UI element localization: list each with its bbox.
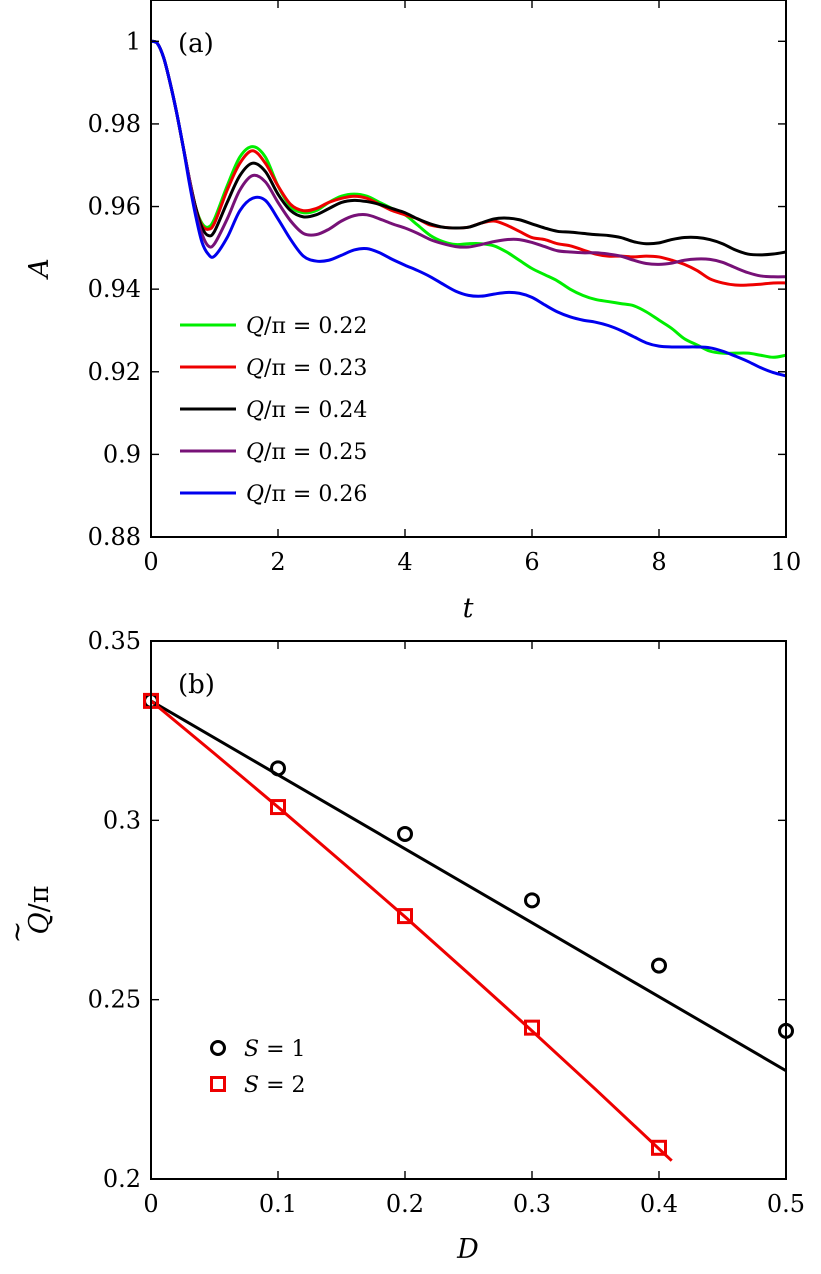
data-point-s2	[397, 908, 413, 925]
legend-label-q4-value: /π = 0.26	[264, 482, 367, 507]
legend-label-s1-value: = 1	[259, 1037, 305, 1062]
panel-b-x-tick-label: 0.1	[259, 1190, 297, 1218]
series-line-q2	[151, 39, 786, 257]
panel-a-y-tick-label: 0.88	[88, 523, 141, 551]
panel-a-x-tick-label: 10	[771, 548, 802, 576]
panel-b-legend: S = 1S = 2	[210, 1037, 306, 1098]
panel-b-y-tick-label: 0.35	[88, 627, 141, 655]
panel-a-x-tick-label: 0	[143, 548, 158, 576]
data-point-s1	[651, 957, 667, 974]
legend-label-q0-var: Q	[246, 314, 264, 339]
data-point-s1	[524, 892, 540, 909]
panel-a-y-tick-label: 0.9	[103, 440, 141, 468]
series-line-q3	[151, 39, 786, 279]
legend-label-q1: Q/π = 0.23	[246, 356, 367, 381]
panel-a-y-tick-label: 0.92	[88, 358, 141, 386]
panel-b-y-axis-label-accent: ~	[2, 921, 33, 944]
panel-a-frame	[150, 0, 787, 538]
fit-line-s2	[151, 699, 673, 1162]
data-point-s1	[270, 760, 286, 777]
panel-b-y-axis-label: Q/π ~	[2, 886, 55, 944]
legend-label-q3-value: /π = 0.25	[264, 440, 367, 465]
data-point-s2	[524, 1019, 540, 1036]
panel-b-series-group	[143, 692, 794, 1162]
legend-label-s1-var: S	[244, 1037, 259, 1062]
panel-a-y-tick-label: 0.98	[88, 110, 141, 138]
panel-a-x-tick-label: 4	[397, 548, 412, 576]
panel-b-x-tick-label: 0.2	[386, 1190, 424, 1218]
panel-b-x-tick-label: 0.4	[640, 1190, 678, 1218]
panel-a-x-tick-label: 8	[651, 548, 666, 576]
legend-label-s2-value: = 2	[259, 1073, 305, 1098]
panel-a-ticks: 0 2 4 6 8 10 0.88 0.9 0.92 0.94 0.96 0.98 1	[88, 0, 802, 576]
panel-b: 0 0.1 0.2 0.3 0.4 0.5 0.2 0.25 0.3 0.35 (b) D Q/π…	[2, 627, 805, 1265]
panel-a-y-tick-label: 1	[126, 27, 141, 55]
panel-b-frame	[150, 640, 787, 1180]
panel-b-y-axis-label-main: Q	[24, 912, 55, 934]
panel-a-x-tick-label: 6	[524, 548, 539, 576]
panel-b-x-tick-label: 0	[143, 1190, 158, 1218]
series-line-q1	[151, 39, 786, 287]
data-point-s2	[270, 799, 286, 816]
panel-a-x-tick-label: 2	[270, 548, 285, 576]
panel-a-y-axis-label: A	[24, 258, 55, 281]
legend-label-q2-value: /π = 0.24	[264, 398, 367, 423]
legend-label-q4-var: Q	[246, 482, 264, 507]
legend-label-q2-var: Q	[246, 398, 264, 423]
panel-b-y-axis-label-rest: /π	[24, 886, 55, 913]
legend-label-q3: Q/π = 0.25	[246, 440, 367, 465]
panel-b-y-tick-label: 0.3	[103, 806, 141, 834]
panel-a-series-group	[151, 39, 786, 378]
panel-b-fit-lines	[151, 699, 786, 1162]
panel-a-x-axis-label: t	[463, 593, 474, 624]
legend-label-q2: Q/π = 0.24	[246, 398, 367, 423]
legend-label-s2: S = 2	[244, 1073, 306, 1098]
panel-b-y-tick-label: 0.25	[88, 986, 141, 1014]
legend-label-q3-var: Q	[246, 440, 264, 465]
panel-b-x-tick-label: 0.5	[767, 1190, 805, 1218]
panel-a-y-tick-label: 0.94	[88, 275, 141, 303]
legend-label-q0-value: /π = 0.22	[264, 314, 367, 339]
legend-label-q4: Q/π = 0.26	[246, 482, 367, 507]
legend-marker-s1	[210, 1040, 226, 1056]
panel-b-label: (b)	[178, 670, 215, 700]
series-line-q0	[151, 39, 786, 359]
data-point-s2	[651, 1139, 667, 1156]
legend-label-q0: Q/π = 0.22	[246, 314, 367, 339]
series-line-q4	[151, 39, 786, 378]
svg-text:Q/π: Q/π	[24, 886, 55, 935]
legend-label-s1: S = 1	[244, 1037, 306, 1062]
panel-b-y-tick-label: 0.2	[103, 1165, 141, 1193]
fit-line-s1	[151, 699, 786, 1072]
panel-b-x-axis-label: D	[456, 1234, 479, 1265]
panel-a: 0 2 4 6 8 100.880.90.920.940.960.981 (a) t A …	[24, 0, 801, 624]
panel-b-ticks: 0 0.1 0.2 0.3 0.4 0.5 0.2 0.25 0.3 0.35	[88, 627, 806, 1218]
panel-a-y-tick-label: 0.96	[88, 193, 141, 221]
legend-label-q1-value: /π = 0.23	[264, 356, 367, 381]
legend-marker-s2	[210, 1076, 226, 1092]
panel-a-legend: Q/π = 0.22Q/π = 0.23Q/π = 0.24Q/π = 0.25…	[180, 314, 367, 507]
data-point-s1	[397, 825, 413, 842]
legend-label-q1-var: Q	[246, 356, 264, 381]
legend-label-s2-var: S	[244, 1073, 259, 1098]
panel-b-x-tick-label: 0.3	[513, 1190, 551, 1218]
panel-a-label: (a)	[178, 29, 214, 59]
